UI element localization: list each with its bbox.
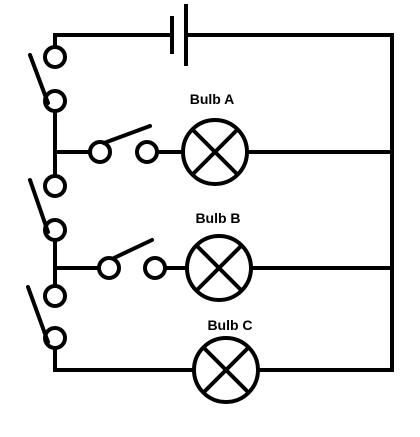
- bulb-c: [192, 336, 260, 404]
- bulb-c-cross-2: [202, 346, 250, 394]
- bulb-a: [181, 118, 249, 186]
- switch-2-lever: [28, 178, 50, 234]
- switch-3-contact-top: [43, 284, 67, 308]
- bulb-a-cross-2: [191, 128, 239, 176]
- switch-2-contact-top: [43, 174, 67, 198]
- switch-3: [26, 284, 67, 350]
- bulb-b: [185, 234, 253, 302]
- branch-b-switch-contact-right: [143, 256, 167, 280]
- switch-1-lever: [28, 53, 50, 105]
- switch-1: [28, 45, 67, 113]
- branch-a-switch-lever: [102, 124, 152, 145]
- switch-1-contact-bottom: [43, 89, 67, 113]
- bulb-c-label: Bulb C: [207, 317, 252, 333]
- branch-a-switch-contact-right: [135, 140, 159, 164]
- switch-1-contact-top: [43, 45, 67, 69]
- bulb-b-cross-2: [195, 244, 243, 292]
- switch-2-contact-bottom: [43, 218, 67, 242]
- switch-3-lever: [26, 285, 50, 344]
- branch-b-switch-contact-left: [97, 256, 121, 280]
- branch-c: Bulb C: [53, 317, 394, 404]
- branch-b-switch-lever: [112, 238, 154, 260]
- branch-a: Bulb A: [53, 91, 394, 186]
- bulb-a-label: Bulb A: [190, 91, 235, 107]
- battery: [53, 4, 394, 66]
- branch-a-switch-contact-left: [88, 140, 112, 164]
- branch-b: Bulb B: [53, 210, 394, 302]
- switch-2: [28, 174, 67, 242]
- bulb-b-label: Bulb B: [195, 210, 240, 226]
